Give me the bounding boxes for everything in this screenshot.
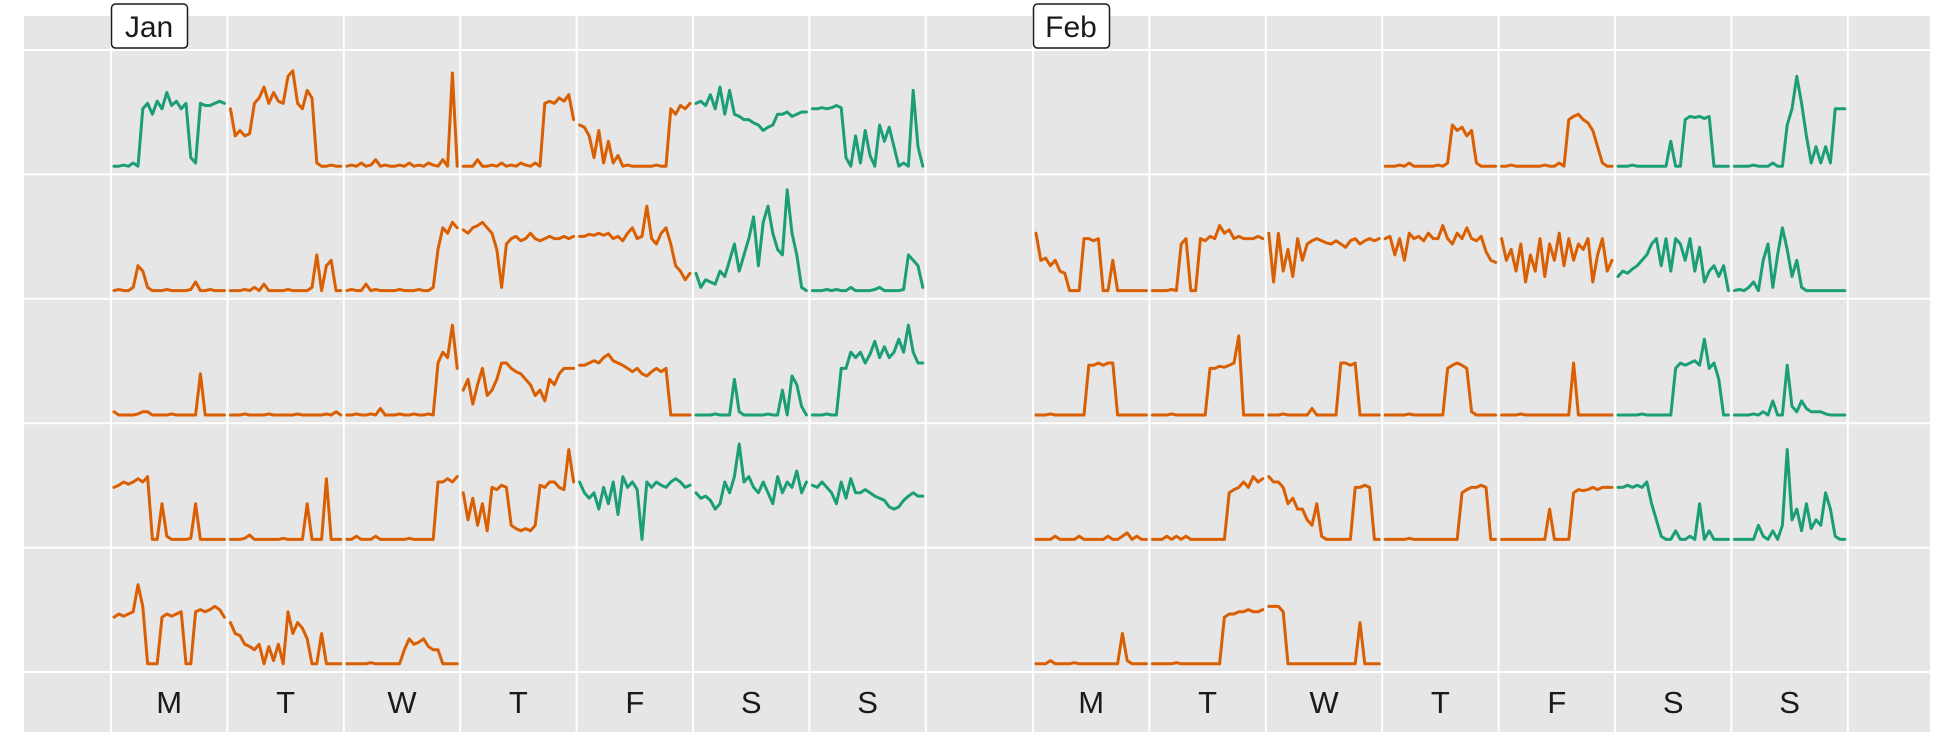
series-line-feb-w2-d1 [1150, 334, 1265, 417]
series-line-jan-w1-d1 [228, 253, 343, 293]
series-line-jan-w1-d2 [345, 220, 459, 293]
series-line-feb-w3-d1 [1150, 475, 1265, 541]
series-line-feb-w4-d2 [1267, 604, 1381, 666]
panel-background [24, 16, 1930, 732]
chart-series-lines [112, 69, 1847, 666]
series-line-jan-w0-d3 [461, 93, 576, 168]
series-line-feb-w3-d3 [1383, 483, 1498, 541]
series-line-jan-w1-d5 [694, 188, 808, 293]
series-line-jan-w0-d2 [345, 71, 459, 168]
series-line-feb-w2-d5 [1616, 337, 1730, 417]
series-line-feb-w1-d3 [1383, 224, 1498, 264]
series-line-feb-w1-d5 [1616, 237, 1730, 293]
series-line-feb-w0-d4 [1500, 112, 1614, 168]
series-line-feb-w2-d3 [1383, 361, 1498, 417]
series-line-jan-w0-d4 [578, 101, 692, 168]
month-tag-box [1032, 3, 1111, 49]
series-line-jan-w2-d1 [228, 410, 343, 417]
series-line-jan-w3-d0 [112, 475, 226, 541]
series-line-jan-w0-d0 [112, 91, 226, 168]
series-line-jan-w2-d4 [578, 352, 692, 417]
series-line-jan-w2-d0 [112, 372, 226, 417]
weekday-tick-label: F [625, 685, 644, 720]
series-line-feb-w0-d3 [1383, 123, 1498, 168]
series-line-feb-w0-d5 [1616, 114, 1730, 168]
weekday-tick-label: W [387, 685, 417, 720]
series-line-feb-w1-d6 [1732, 226, 1847, 293]
series-line-feb-w3-d6 [1732, 448, 1847, 541]
weekday-tick-label: T [1431, 685, 1450, 720]
weekday-tick-label: S [1779, 685, 1800, 720]
series-line-jan-w4-d2 [345, 637, 459, 666]
series-line-feb-w3-d0 [1034, 531, 1148, 541]
series-line-jan-w0-d6 [810, 88, 925, 168]
series-line-feb-w2-d4 [1500, 361, 1614, 417]
series-line-feb-w3-d4 [1500, 485, 1614, 541]
series-line-feb-w1-d4 [1500, 231, 1614, 284]
series-line-feb-w4-d0 [1034, 632, 1148, 666]
weekday-tick-label: M [156, 685, 182, 720]
series-line-feb-w1-d1 [1150, 224, 1265, 293]
series-line-jan-w3-d1 [228, 477, 343, 541]
series-line-jan-w1-d3 [461, 220, 576, 289]
weekday-tick-label: T [509, 685, 528, 720]
series-line-jan-w0-d5 [694, 85, 808, 132]
series-line-jan-w1-d0 [112, 264, 226, 293]
series-line-jan-w2-d6 [810, 323, 925, 417]
month-tags: Jan Feb [110, 3, 1111, 49]
weekday-tick-label: T [276, 685, 295, 720]
series-line-feb-w3-d5 [1616, 480, 1730, 541]
series-line-jan-w1-d6 [810, 253, 925, 293]
series-line-jan-w2-d5 [694, 374, 808, 417]
series-line-jan-w2-d3 [461, 361, 576, 406]
series-line-jan-w4-d0 [112, 583, 226, 666]
series-line-jan-w4-d1 [228, 610, 343, 666]
series-line-feb-w2-d2 [1267, 361, 1381, 417]
series-line-feb-w2-d0 [1034, 361, 1148, 417]
month-tag-box [110, 3, 189, 49]
chart-panels [24, 16, 1930, 732]
month-tag-label: Feb [1045, 11, 1097, 44]
series-line-jan-w2-d2 [345, 323, 459, 417]
weekday-tick-label: M [1078, 685, 1104, 720]
weekday-tick-label: T [1198, 685, 1217, 720]
series-line-jan-w3-d5 [694, 442, 808, 511]
series-line-feb-w1-d2 [1267, 231, 1381, 284]
series-line-jan-w3-d3 [461, 448, 576, 533]
series-line-feb-w3-d2 [1267, 475, 1381, 541]
series-line-jan-w3-d2 [345, 475, 459, 541]
weekday-tick-label: S [741, 685, 762, 720]
series-line-jan-w3-d4 [578, 475, 692, 541]
series-line-feb-w4-d1 [1150, 608, 1265, 666]
weekday-tick-label: F [1547, 685, 1566, 720]
month-tag-label: Jan [125, 11, 173, 44]
series-line-feb-w1-d0 [1034, 231, 1148, 293]
series-line-jan-w3-d6 [810, 477, 925, 511]
weekday-tick-label: S [857, 685, 878, 720]
series-line-feb-w2-d6 [1732, 363, 1847, 417]
series-line-feb-w0-d6 [1732, 74, 1847, 168]
series-line-jan-w0-d1 [228, 69, 343, 168]
weekday-tick-label: S [1663, 685, 1684, 720]
weekday-tick-label: W [1309, 685, 1339, 720]
series-line-jan-w1-d4 [578, 204, 692, 282]
